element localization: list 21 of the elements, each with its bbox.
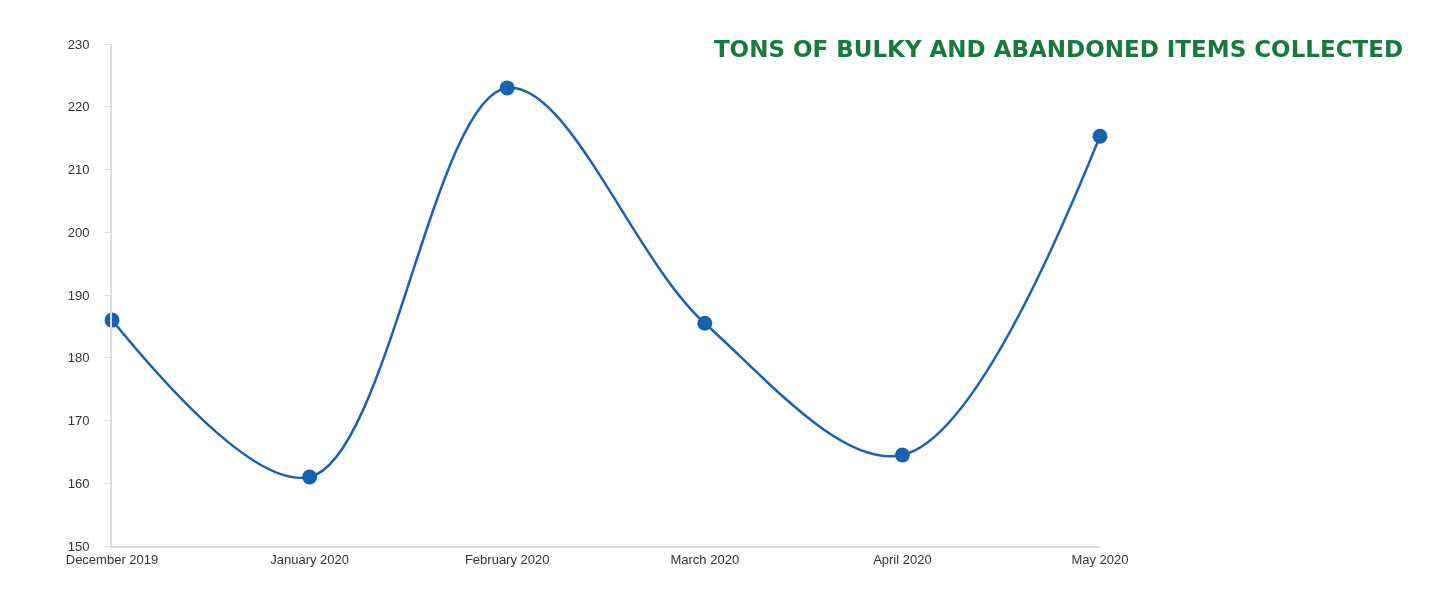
point (697, 315, 713, 331)
x-tick-label: January 2020 (270, 551, 349, 567)
y-tick-label: 200 (67, 224, 90, 240)
point (894, 447, 910, 463)
point (1092, 128, 1108, 144)
chart-title: TONS OF BULKY AND ABANDONED ITEMS COLLECTED (713, 36, 1404, 63)
x-tick-label: May 2020 (1071, 551, 1129, 567)
x-tick-label: December 2019 (65, 551, 159, 567)
y-tick-label: 180 (67, 350, 90, 366)
x-tick-label: April 2020 (873, 551, 932, 567)
x-tick-label: February 2020 (464, 551, 550, 567)
point (302, 469, 318, 485)
y-tick-label: 230 (67, 36, 90, 52)
point (499, 80, 515, 96)
y-tick-label: 210 (67, 162, 90, 178)
x-tick-label: March 2020 (670, 551, 740, 567)
y-tick-label: 170 (67, 413, 90, 429)
y-tick-label: 160 (67, 475, 90, 491)
y-tick-label: 190 (67, 287, 90, 303)
y-tick-label: 150 (67, 538, 90, 554)
y-tick-label: 220 (67, 99, 90, 115)
